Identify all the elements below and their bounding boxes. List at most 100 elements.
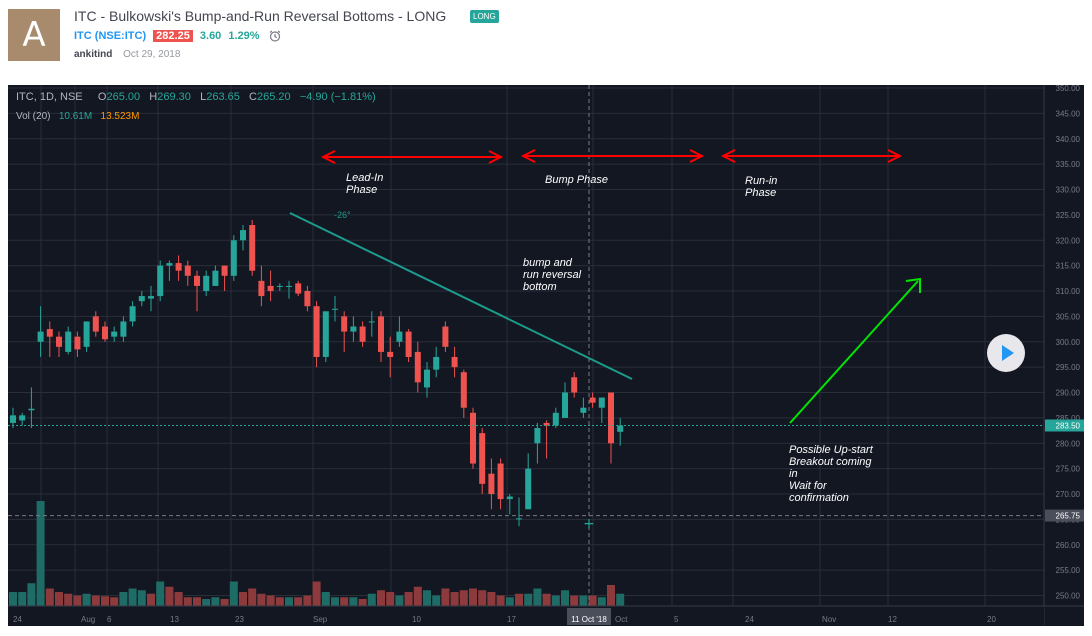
legend-low-label: L <box>200 91 207 103</box>
candle-body <box>83 321 90 347</box>
candle-body <box>608 392 614 444</box>
volume-bar <box>570 595 579 606</box>
candle-body <box>267 285 274 291</box>
volume-bar <box>579 595 588 606</box>
candle-body <box>322 311 329 357</box>
bump-arrow-head-right <box>689 149 705 163</box>
volume-bar <box>367 593 376 606</box>
candle-body <box>240 230 246 241</box>
symbol-link[interactable]: ITC (NSE:ITC) <box>74 30 147 42</box>
play-icon <box>1002 345 1014 361</box>
volume-bar <box>36 501 45 606</box>
candle-body <box>37 331 44 342</box>
price-tick-label: 285.00 <box>1056 414 1081 423</box>
price-tick-label: 310.00 <box>1056 287 1081 296</box>
candle-body <box>442 326 449 347</box>
price-tick-label: 280.00 <box>1056 439 1081 448</box>
price-tick-label: 290.00 <box>1056 389 1081 398</box>
time-tick-label: 12 <box>888 615 897 624</box>
volume-bar <box>239 592 247 606</box>
volume-bar <box>386 592 395 606</box>
legend-close: 265.20 <box>256 91 291 103</box>
candle-body <box>359 326 366 342</box>
volume-bar <box>432 595 441 606</box>
time-tick-label: 17 <box>507 615 516 624</box>
candle-body <box>92 316 99 332</box>
play-button[interactable] <box>987 334 1025 372</box>
candle-body <box>543 422 550 426</box>
legend-high: 269.30 <box>157 91 191 103</box>
volume-bar <box>285 597 293 606</box>
volume-bar <box>533 588 542 606</box>
candle-body <box>10 415 16 423</box>
price-tick-label: 305.00 <box>1056 312 1081 321</box>
legend-low: 263.65 <box>206 91 240 103</box>
candle-body <box>378 316 384 352</box>
candle-body <box>405 331 412 357</box>
candle-body <box>433 356 440 370</box>
time-tick-label: 24 <box>745 615 754 624</box>
time-tick-label: Nov <box>822 615 836 624</box>
publish-date: Oct 29, 2018 <box>123 49 181 60</box>
bump-arrow-head-left <box>520 149 536 163</box>
candle-body <box>258 280 265 297</box>
annotation-run-in: Run-in Phase <box>745 175 778 199</box>
volume-legend: Vol (20) 10.61M 13.523M <box>16 111 139 122</box>
candle-body <box>74 336 81 350</box>
volume-bar <box>459 590 468 606</box>
volume-bar <box>193 597 201 606</box>
price-tick-label: 260.00 <box>1056 541 1081 550</box>
volume-bar <box>423 590 431 606</box>
volume-bar <box>266 595 275 606</box>
volume-bar <box>349 597 358 606</box>
candle-body <box>249 225 256 271</box>
candle-body <box>120 321 127 337</box>
idea-header: A ITC - Bulkowski's Bump-and-Run Reversa… <box>0 0 1092 84</box>
candle-body <box>387 351 394 357</box>
long-badge: LONG <box>470 10 499 23</box>
author-avatar[interactable]: A <box>8 9 60 61</box>
volume-bar <box>202 599 211 606</box>
time-tick-label: 5 <box>674 615 679 624</box>
price-tick-label: 315.00 <box>1056 262 1081 271</box>
price-tick-label: 275.00 <box>1056 465 1081 474</box>
volume-bar <box>137 590 146 606</box>
volume-bar <box>18 592 27 606</box>
change-percent: 1.29% <box>228 30 260 42</box>
alarm-clock-icon[interactable] <box>269 30 281 42</box>
candle-body <box>203 275 210 291</box>
candlestick-chart[interactable]: + -26° 350.00 345.00 340.00 335.00 330.00 325.0… <box>8 85 1084 626</box>
legend-close-label: C <box>249 91 257 103</box>
legend-high-label: H <box>149 91 158 103</box>
candle-body <box>166 263 173 266</box>
volume-bar <box>487 592 496 606</box>
time-tick-label: 23 <box>235 615 244 624</box>
candle-body <box>497 463 504 500</box>
volume-bar <box>597 597 606 606</box>
volume-bar <box>248 588 257 606</box>
time-tick-label: 24 <box>13 615 22 624</box>
crosshair-price-label-bg <box>1045 509 1084 522</box>
crosshair-price-label: 265.75 <box>1056 512 1081 521</box>
candle-body <box>479 433 486 484</box>
volume-bar <box>27 583 36 606</box>
crosshair-time-label: 11 Oct '18 <box>571 615 607 624</box>
price-tick-label: 270.00 <box>1056 490 1081 499</box>
candle-body <box>350 326 357 332</box>
volume-bar <box>321 592 330 606</box>
symbol-row: ITC (NSE:ITC) 282.25 3.60 1.29% <box>74 30 281 42</box>
volume-bar <box>275 597 284 606</box>
annotation-bump: Bump Phase <box>545 174 608 186</box>
volume-value: 10.61M <box>58 111 93 122</box>
candle-body <box>424 369 430 388</box>
chart-panel[interactable]: + -26° 350.00 345.00 340.00 335.00 330.00 325.0… <box>8 85 1084 626</box>
volume-bar <box>45 588 54 606</box>
ohlc-legend: ITC, 1D, NSE O265.00 H269.30 L263.65 C26… <box>16 91 376 103</box>
volume-bar <box>551 595 560 606</box>
volume-bar <box>413 586 422 606</box>
volume-bar <box>55 592 63 606</box>
candle-body <box>534 428 541 444</box>
time-axis <box>8 606 1044 626</box>
legend-open: 265.00 <box>106 91 141 103</box>
author-name[interactable]: ankitind <box>74 49 113 60</box>
